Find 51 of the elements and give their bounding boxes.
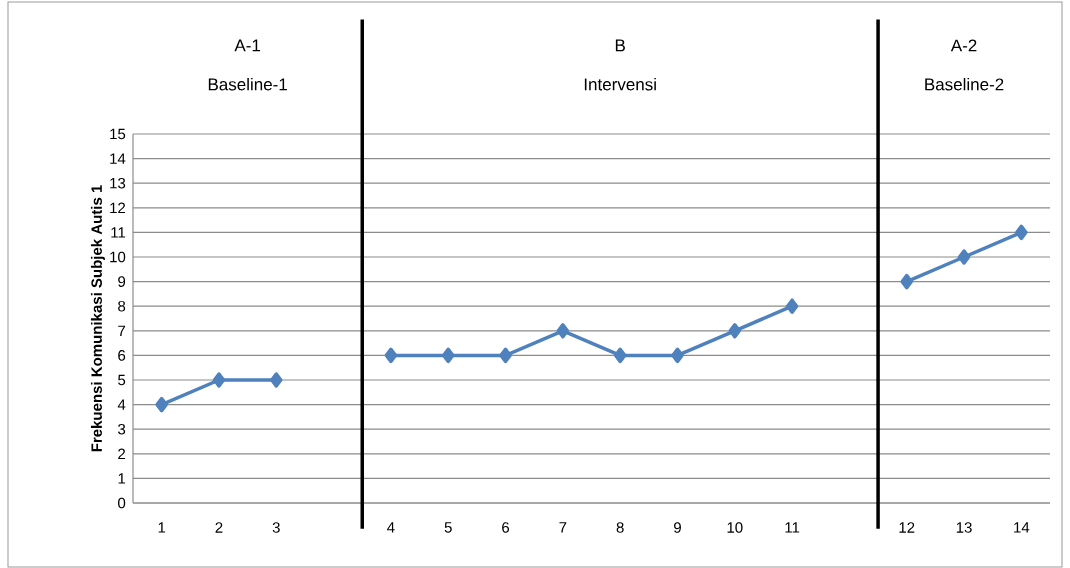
y-tick-label: 0: [118, 497, 126, 509]
y-tick-label: 9: [118, 276, 126, 287]
point: [785, 298, 799, 314]
text: Baseline-1: [208, 77, 287, 91]
y-tick-label: 6: [118, 350, 126, 361]
y-tick-label: 11: [111, 227, 126, 238]
x-tick-label: 8: [616, 522, 624, 533]
x-tick-label: 7: [559, 522, 567, 533]
text: Baseline-2: [925, 77, 1004, 91]
x-tick-label: 11: [785, 522, 800, 533]
y-tick-label: 5: [118, 374, 126, 386]
x-tick-label: 13: [956, 522, 972, 533]
x-tick-label: 2: [215, 522, 223, 533]
x-tick-label: 4: [387, 522, 395, 533]
y-tick-label: 10: [110, 251, 126, 263]
point: [556, 323, 570, 339]
y-tick-label: 7: [118, 325, 126, 336]
point: [212, 372, 226, 388]
x-tick-label: 14: [1014, 522, 1030, 533]
x-tick-label: 1: [158, 522, 166, 533]
point: [441, 347, 455, 364]
x-tick-label: 3: [272, 522, 280, 533]
x-tick-label: 10: [727, 522, 743, 533]
y-tick-label: 15: [110, 128, 126, 140]
x-tick-label: 9: [674, 522, 681, 533]
x-tick-label: 12: [899, 522, 915, 533]
y-axis-title: Frekuensi Komunikasi Subjek Autis 1: [90, 185, 105, 452]
point: [728, 323, 742, 339]
point: [499, 347, 512, 364]
point: [1015, 224, 1028, 241]
y-tick-label: 1: [118, 473, 126, 484]
text: A-1: [234, 39, 261, 52]
point: [671, 347, 684, 364]
y-tick-label: 4: [117, 399, 126, 410]
y-tick-label: 13: [110, 177, 126, 189]
point: [900, 273, 913, 290]
text: Intervensi: [584, 77, 656, 91]
point: [270, 372, 283, 388]
point: [613, 347, 627, 364]
x-tick-label: 5: [444, 522, 452, 533]
x-tick-label: 6: [502, 522, 510, 533]
point: [384, 347, 398, 364]
y-tick-label: 12: [110, 202, 126, 214]
text: B: [615, 39, 625, 52]
text: A-2: [950, 39, 977, 52]
y-tick-label: 14: [110, 153, 126, 164]
y-tick-label: 2: [118, 448, 126, 460]
point: [155, 396, 168, 413]
y-tick-label: 8: [118, 300, 126, 312]
point: [957, 249, 971, 265]
y-tick-label: 3: [118, 423, 126, 435]
